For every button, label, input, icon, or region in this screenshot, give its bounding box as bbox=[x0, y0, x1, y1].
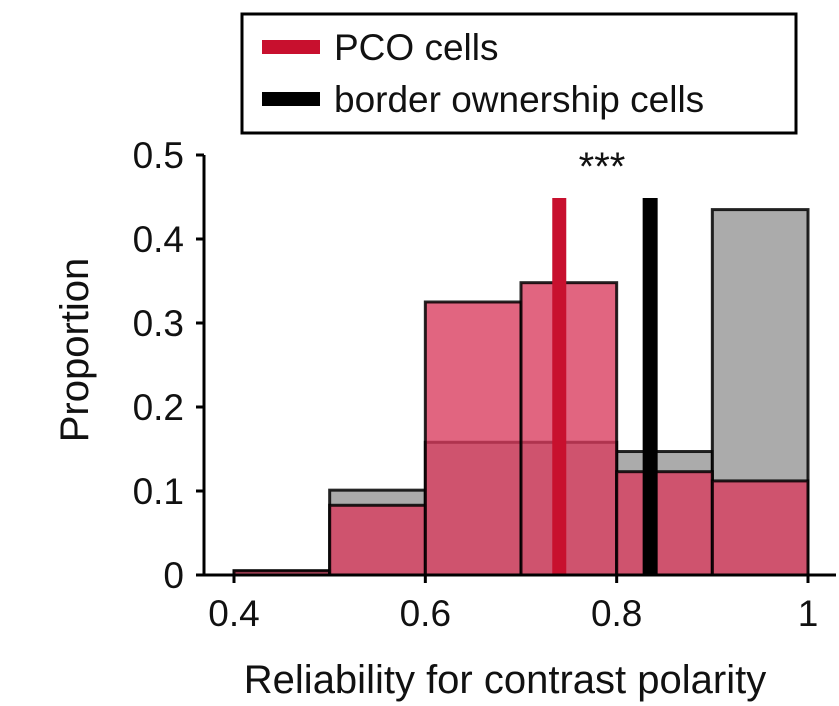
y-tick-label: 0.2 bbox=[133, 387, 184, 428]
axes bbox=[202, 155, 836, 577]
pco-bar-2 bbox=[423, 300, 523, 577]
y-tick-label: 0.4 bbox=[133, 219, 184, 260]
x-tick-label: 0.8 bbox=[591, 593, 642, 634]
x-tick-label: 0.4 bbox=[208, 593, 259, 634]
significance-annotation: *** bbox=[579, 145, 626, 189]
median-lines bbox=[552, 198, 658, 575]
y-tick-label: 0 bbox=[163, 555, 184, 596]
x-ticks: 0.4 0.6 0.8 1 bbox=[208, 575, 818, 634]
x-tick-label: 0.6 bbox=[400, 593, 451, 634]
pco-bar-1 bbox=[328, 503, 427, 577]
legend: PCO cells border ownership cells bbox=[240, 12, 798, 135]
x-tick-label: 1 bbox=[798, 593, 819, 634]
x-axis-title: Reliability for contrast polarity bbox=[244, 658, 766, 702]
legend-box bbox=[240, 12, 798, 135]
y-tick-label: 0.1 bbox=[133, 471, 184, 512]
pco-bar-3 bbox=[519, 281, 619, 577]
y-axis-title: Proportion bbox=[53, 258, 97, 443]
legend-label-pco: PCO cells bbox=[334, 27, 498, 68]
y-ticks: 0 0.1 0.2 0.3 0.4 0.5 bbox=[133, 135, 204, 596]
pco-bar-5 bbox=[710, 479, 810, 577]
y-tick-label: 0.3 bbox=[133, 303, 184, 344]
series-pco-bars bbox=[232, 281, 810, 577]
pco-bar-4 bbox=[615, 470, 714, 577]
y-tick-label: 0.5 bbox=[133, 135, 184, 176]
legend-label-border-ownership: border ownership cells bbox=[334, 79, 704, 120]
